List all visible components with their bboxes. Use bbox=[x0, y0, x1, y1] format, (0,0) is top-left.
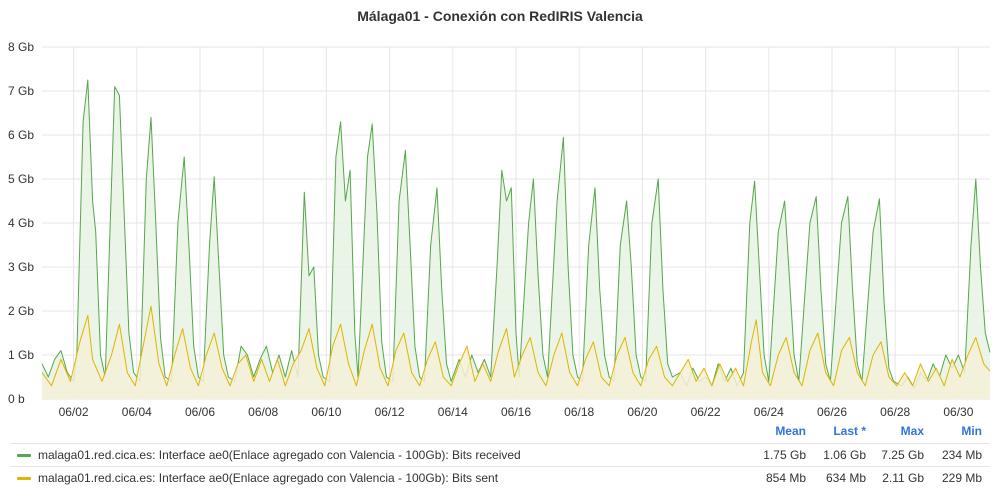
chart-canvas: 0 b 1 Gb 2 Gb 3 Gb 4 Gb 5 Gb 6 Gb 7 Gb 8 Gb 06/0… bbox=[8, 40, 991, 419]
legend-mean-sent: 854 Mb bbox=[765, 471, 806, 485]
x-tick-label: 06/10 bbox=[311, 405, 341, 419]
x-tick-label: 06/30 bbox=[943, 405, 973, 419]
x-tick-label: 06/14 bbox=[438, 405, 468, 419]
legend-label-sent[interactable]: malaga01.red.cica.es: Interface ae0(Enla… bbox=[38, 471, 499, 485]
series-line-received[interactable] bbox=[41, 79, 991, 389]
y-tick-label: 8 Gb bbox=[8, 40, 34, 54]
y-tick-label: 4 Gb bbox=[8, 216, 34, 230]
y-tick-label: 2 Gb bbox=[8, 304, 34, 318]
x-tick-label: 06/16 bbox=[501, 405, 531, 419]
x-tick-label: 06/02 bbox=[59, 405, 89, 419]
legend-last-received: 1.06 Gb bbox=[823, 448, 866, 462]
legend-header-min[interactable]: Min bbox=[961, 424, 982, 438]
legend-min-received: 234 Mb bbox=[941, 448, 982, 462]
legend-max-sent: 2.11 Gb bbox=[882, 471, 924, 485]
legend-header-mean[interactable]: Mean bbox=[775, 424, 806, 438]
legend-row-sent[interactable]: malaga01.red.cica.es: Interface ae0(Enla… bbox=[10, 466, 990, 489]
chart-title: Málaga01 - Conexión con RedIRIS Valencia bbox=[357, 8, 643, 24]
y-tick-label: 6 Gb bbox=[8, 128, 34, 142]
legend-swatch-received[interactable] bbox=[17, 454, 31, 457]
x-tick-label: 06/22 bbox=[691, 405, 721, 419]
x-tick-label: 06/06 bbox=[185, 405, 215, 419]
x-tick-label: 06/12 bbox=[375, 405, 405, 419]
series-layer bbox=[41, 79, 991, 399]
series-area-received bbox=[42, 80, 990, 399]
x-tick-label: 06/24 bbox=[754, 405, 784, 419]
x-axis: 06/02 06/04 06/06 06/08 06/10 06/12 06/14 06/16… bbox=[59, 405, 974, 419]
legend-label-received[interactable]: malaga01.red.cica.es: Interface ae0(Enla… bbox=[38, 448, 521, 462]
x-tick-label: 06/20 bbox=[627, 405, 657, 419]
legend-swatch-sent[interactable] bbox=[17, 477, 31, 480]
y-tick-label: 5 Gb bbox=[8, 172, 34, 186]
series-line-sent[interactable] bbox=[41, 305, 991, 387]
y-tick-label: 7 Gb bbox=[8, 84, 34, 98]
series-area-sent bbox=[42, 306, 990, 399]
y-tick-label: 0 b bbox=[8, 392, 25, 406]
x-tick-label: 06/04 bbox=[122, 405, 152, 419]
x-tick-label: 06/08 bbox=[248, 405, 278, 419]
grid bbox=[42, 46, 990, 400]
legend-last-sent: 634 Mb bbox=[825, 471, 866, 485]
x-tick-label: 06/18 bbox=[564, 405, 594, 419]
y-axis: 0 b 1 Gb 2 Gb 3 Gb 4 Gb 5 Gb 6 Gb 7 Gb 8 Gb bbox=[8, 40, 34, 406]
y-tick-label: 3 Gb bbox=[8, 260, 34, 274]
legend-row-received[interactable]: malaga01.red.cica.es: Interface ae0(Enla… bbox=[10, 443, 990, 466]
legend-min-sent: 229 Mb bbox=[941, 471, 982, 485]
y-tick-label: 1 Gb bbox=[8, 348, 34, 362]
x-tick-label: 06/28 bbox=[880, 405, 910, 419]
x-tick-label: 06/26 bbox=[817, 405, 847, 419]
legend-max-received: 7.25 Gb bbox=[881, 448, 924, 462]
legend-header-last[interactable]: Last * bbox=[833, 424, 866, 438]
legend-header-max[interactable]: Max bbox=[900, 424, 924, 438]
legend-mean-received: 1.75 Gb bbox=[763, 448, 806, 462]
